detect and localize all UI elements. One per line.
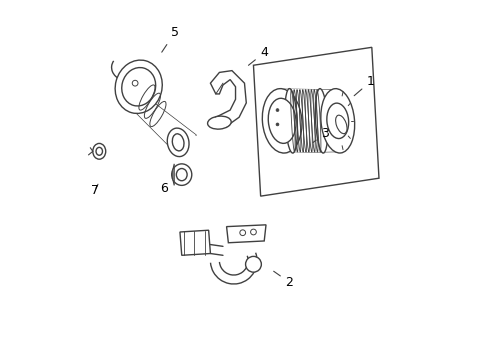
Polygon shape [282,89,339,153]
Polygon shape [172,164,174,185]
Ellipse shape [262,89,302,153]
Polygon shape [210,71,246,126]
Ellipse shape [207,117,231,129]
Text: 4: 4 [248,46,267,65]
Ellipse shape [167,128,189,157]
Ellipse shape [176,168,187,181]
Ellipse shape [326,103,348,139]
Ellipse shape [276,123,278,126]
Ellipse shape [285,89,297,153]
Ellipse shape [122,68,155,106]
Ellipse shape [245,256,261,272]
Ellipse shape [96,147,102,155]
Text: 7: 7 [90,184,99,197]
Ellipse shape [132,80,138,86]
Ellipse shape [268,98,295,143]
Ellipse shape [315,89,327,153]
Ellipse shape [171,164,191,185]
Ellipse shape [320,89,354,153]
Text: 3: 3 [312,127,328,143]
Polygon shape [180,230,210,255]
Ellipse shape [276,109,278,112]
Text: 1: 1 [353,75,374,96]
Polygon shape [226,225,265,243]
Ellipse shape [239,230,245,235]
Ellipse shape [93,143,105,159]
Text: 6: 6 [160,178,172,195]
Ellipse shape [250,229,256,235]
Polygon shape [131,100,196,146]
Ellipse shape [115,60,162,113]
Ellipse shape [335,115,346,134]
Text: 5: 5 [162,27,178,52]
Text: 2: 2 [273,271,293,289]
Ellipse shape [172,134,183,151]
